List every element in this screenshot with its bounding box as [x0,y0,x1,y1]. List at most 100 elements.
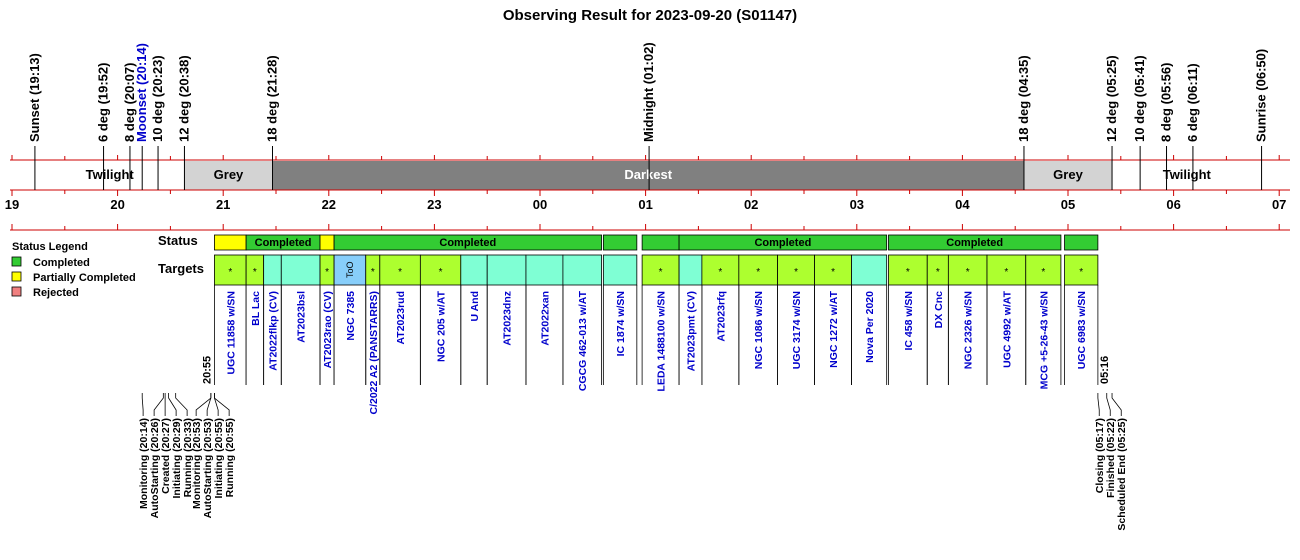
target-name: AT2023dnz [502,291,514,346]
legend-label: Partially Completed [33,272,136,284]
end-time-label: 05:16 [1099,356,1111,384]
hour-label: 03 [850,197,864,212]
log-connector [1106,393,1111,416]
phase-band [1023,161,1113,190]
target-name: CGCG 462-013 w/AT [577,290,589,391]
phase-label: Grey [214,167,244,182]
target-mark: * [966,267,970,278]
log-label: Running (20:55) [224,418,236,497]
target-block [460,254,488,286]
status-segment [333,234,602,251]
phase-label: Twilight [1163,167,1212,182]
event-label: 6 deg (19:52) [96,63,111,142]
target-name: AT2022xan [539,291,551,346]
target-name: AT2022flkp (CV) [267,291,279,371]
target-name: AT2023pmt (CV) [685,291,697,371]
log-connector [141,393,144,416]
target-name: NGC 2326 w/SN [963,291,975,369]
status-label: Completed [255,237,312,249]
target-name: AT2023bsl [296,291,308,343]
target-block [486,254,527,286]
target-name: AT2023rud [395,291,407,345]
legend-label: Completed [33,257,90,269]
log-connector [153,393,164,416]
event-label: Midnight (01:02) [641,42,656,142]
target-mark: * [439,267,443,278]
target-name: UGC 6983 w/SN [1076,291,1088,369]
event-label: 6 deg (06:11) [1185,63,1200,142]
log-connector [214,393,219,416]
target-mark: * [794,267,798,278]
log-label: AutoStarting (20:26) [149,418,161,518]
hour-label: 07 [1272,197,1286,212]
phase-label: Twilight [86,167,135,182]
status-segment [1064,234,1099,251]
target-mark: * [906,267,910,278]
status-segment [602,234,638,251]
target-block [814,254,852,286]
hour-label: 19 [5,197,19,212]
chart-title: Observing Result for 2023-09-20 (S01147) [503,7,797,24]
target-mark: * [718,267,722,278]
target-block [419,254,462,286]
status-row-label: Status [158,233,198,248]
start-time-label: 20:55 [201,356,213,384]
target-mark: * [398,267,402,278]
target-mark: * [1004,267,1008,278]
hour-label: 20 [110,197,124,212]
target-name: MCG +5-26-43 w/SN [1038,291,1050,389]
target-block [214,254,247,286]
status-label: Completed [439,237,496,249]
target-mark: * [371,267,375,278]
hour-label: 00 [533,197,547,212]
target-name: NGC 7385 [345,291,357,341]
target-block [525,254,564,286]
phase-band [34,161,185,190]
target-name: U And [469,291,481,322]
target-name: NGC 1086 w/SN [753,291,765,369]
status-segment [678,234,888,251]
target-block [562,254,602,286]
event-label: Sunrise (06:50) [1254,49,1269,142]
log-label: Monitoring (20:53) [191,418,203,509]
legend-swatch [11,271,22,282]
target-name: NGC 205 w/AT [436,290,448,362]
log-connector [175,393,188,416]
target-name: Nova Per 2020 [864,291,876,363]
target-block [851,254,888,286]
log-label: Initiating (20:29) [171,418,183,499]
target-name: BL Lac [250,291,262,326]
target-block [738,254,778,286]
too-mark: ToO [345,261,355,278]
hour-label: 22 [322,197,336,212]
target-block [602,254,638,286]
phase-label: Grey [1053,167,1083,182]
hour-label: 23 [427,197,441,212]
target-block [947,254,988,286]
hour-label: 05 [1061,197,1075,212]
log-label: Scheduled End (05:25) [1116,418,1128,531]
log-label: AutoStarting (20:53) [202,418,214,518]
target-name: NGC 1272 w/AT [828,290,840,367]
target-name: LEDA 1488100 w/SN [656,291,668,392]
target-mark: * [325,267,329,278]
event-label: 8 deg (20:07) [122,63,137,142]
target-mark: * [756,267,760,278]
target-mark: * [1079,267,1083,278]
status-label: Completed [946,237,1003,249]
phase-band [1112,161,1262,190]
event-label: Sunset (19:13) [27,53,42,142]
target-mark: * [659,267,663,278]
event-label: 10 deg (20:23) [150,55,165,142]
legend-label: Rejected [33,287,79,299]
hour-label: 06 [1166,197,1180,212]
phase-band [272,161,1024,190]
log-label: Initiating (20:55) [213,418,225,499]
event-label: 10 deg (05:41) [1132,55,1147,142]
target-name: UGC 4992 w/AT [1001,290,1013,367]
target-block [1064,254,1099,286]
log-label: Closing (05:17) [1094,418,1106,493]
hour-label: 04 [955,197,970,212]
